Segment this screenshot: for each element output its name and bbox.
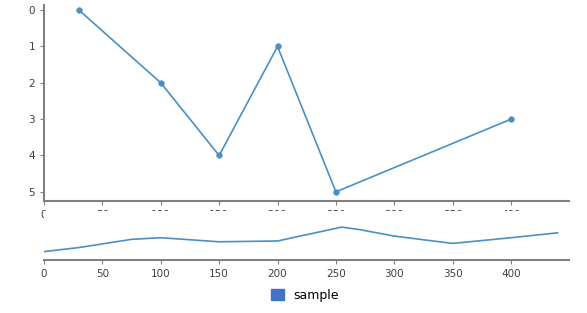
Legend: sample: sample [266, 284, 344, 307]
